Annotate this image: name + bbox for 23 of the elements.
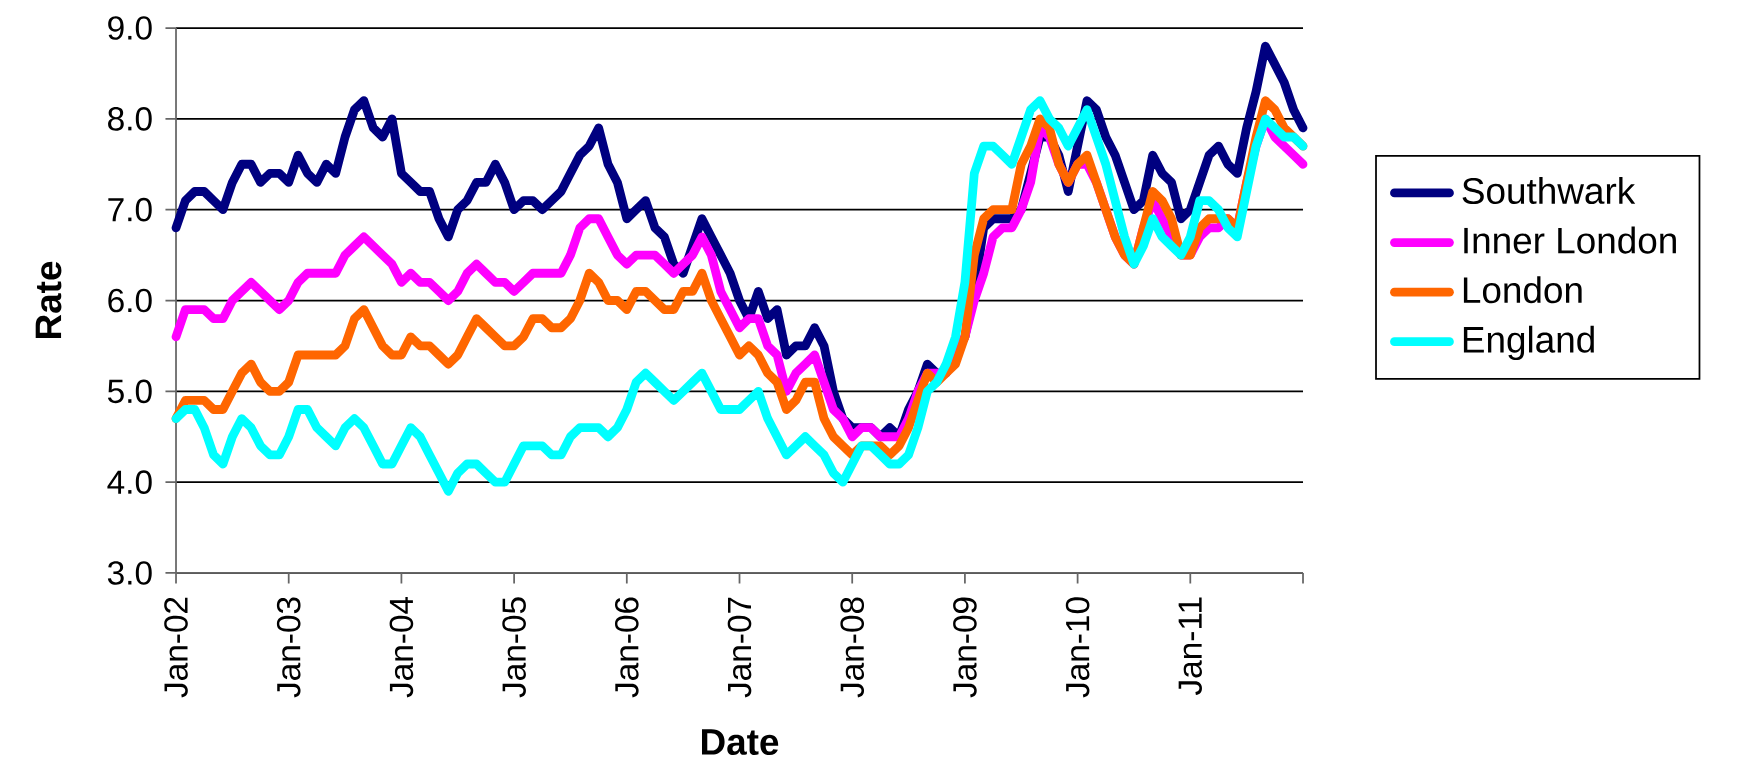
legend-label: London (1463, 276, 1582, 304)
legend-label: Inner London (1464, 226, 1676, 254)
x-tick-label: Jan-05 (502, 597, 526, 698)
x-tick-label: Jan-08 (840, 597, 865, 698)
x-tick-label: Jan-04 (389, 596, 414, 698)
y-tick-label: 9.0 (108, 16, 152, 40)
y-tick-label: 6.0 (108, 288, 152, 313)
y-tick-label: 5.0 (107, 379, 152, 404)
y-tick-label: 7.0 (108, 197, 152, 222)
y-tick-label: 8.0 (108, 107, 152, 131)
legend-label: Southwark (1462, 176, 1636, 205)
legend-label: England (1463, 325, 1594, 361)
y-axis-title: Rate (35, 261, 62, 339)
x-tick-label: Jan-09 (953, 597, 977, 698)
x-tick-label: Jan-02 (164, 597, 188, 698)
y-tick-label: 4.0 (107, 470, 152, 494)
x-tick-label: Jan-06 (614, 597, 639, 698)
x-tick-label: Jan-11 (1178, 597, 1202, 696)
x-axis-title: Date (701, 729, 779, 755)
x-tick-label: Jan-10 (1065, 597, 1090, 698)
x-tick-label: Jan-03 (276, 597, 301, 698)
x-tick-label: Jan-07 (727, 597, 752, 698)
y-tick-label: 3.0 (107, 561, 152, 585)
